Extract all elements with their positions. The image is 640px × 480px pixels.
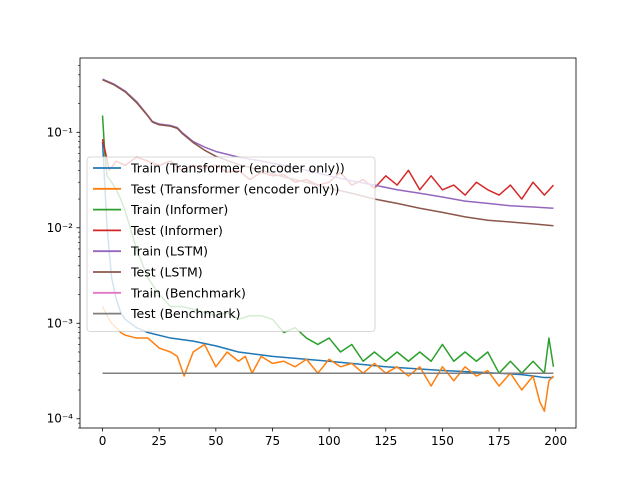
x-tick-label: 125	[374, 434, 397, 448]
x-tick-label: 150	[431, 434, 454, 448]
legend-box	[86, 156, 376, 332]
legend-label-0: Train (Transformer (encoder only))	[130, 161, 345, 176]
legend-label-5: Test (LSTM)	[130, 265, 203, 280]
legend-label-3: Test (Informer)	[130, 223, 223, 238]
y-tick-label: 10⁻¹	[47, 125, 74, 139]
legend-label-2: Train (Informer)	[130, 202, 228, 217]
x-tick-label: 75	[265, 434, 280, 448]
legend: Train (Transformer (encoder only)) Test (…	[86, 156, 376, 332]
y-tick-label: 10⁻⁴	[47, 412, 74, 426]
x-tick-label: 100	[318, 434, 341, 448]
x-axis: 0 25 50 75 100 125 150 175 200	[99, 428, 567, 448]
x-tick-label: 0	[99, 434, 107, 448]
x-tick-label: 200	[544, 434, 567, 448]
legend-label-6: Train (Benchmark)	[130, 285, 246, 300]
x-tick-label: 25	[152, 434, 167, 448]
legend-label-4: Train (LSTM)	[130, 244, 208, 259]
y-axis: 10⁻⁴ 10⁻³ 10⁻² 10⁻¹	[47, 65, 80, 429]
x-tick-label: 175	[488, 434, 511, 448]
legend-label-7: Test (Benchmark)	[130, 306, 241, 321]
y-tick-label: 10⁻³	[47, 316, 74, 330]
x-tick-label: 50	[208, 434, 223, 448]
plot-frame	[79, 57, 577, 429]
legend-label-1: Test (Transformer (encoder only))	[130, 181, 339, 196]
y-tick-label: 10⁻²	[47, 221, 74, 235]
